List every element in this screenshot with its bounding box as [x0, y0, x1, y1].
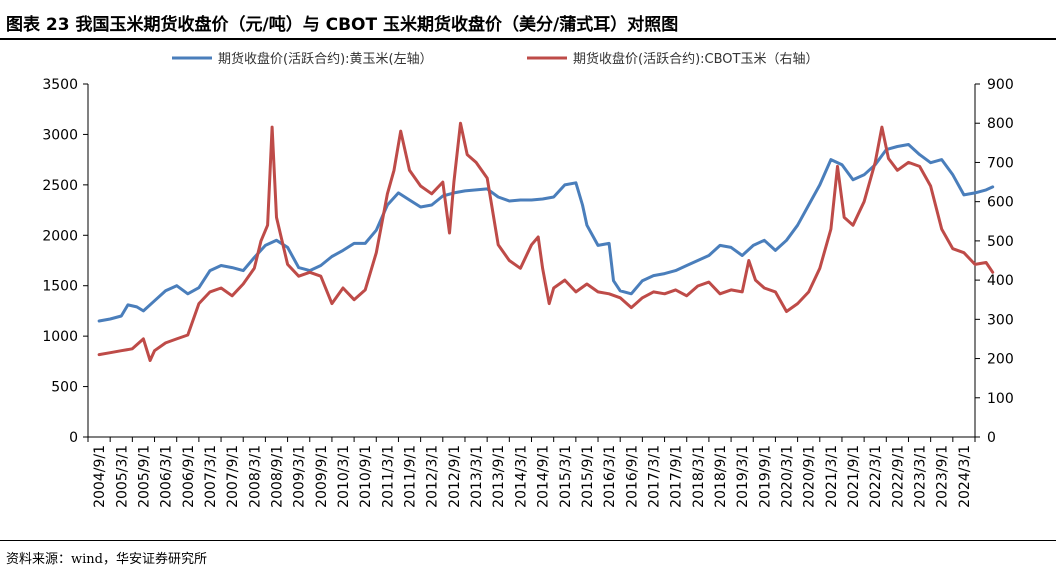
- right-tick-label: 200: [987, 352, 1014, 368]
- right-tick-label: 100: [987, 391, 1014, 407]
- legend-label-left: 期货收盘价(活跃合约):黄玉米(左轴）: [218, 51, 433, 67]
- x-tick-label: 2022/3/1: [868, 445, 884, 508]
- x-tick-label: 2006/9/1: [181, 445, 197, 508]
- x-tick-label: 2021/3/1: [824, 445, 840, 508]
- x-tick-label: 2019/9/1: [757, 445, 773, 508]
- x-tick-label: 2023/9/1: [935, 445, 951, 508]
- x-tick-label: 2005/3/1: [114, 445, 130, 508]
- x-tick-label: 2014/3/1: [513, 445, 529, 508]
- left-axis-ticks: 0 500 1000 1500 2000 2500 3000 3500: [42, 77, 88, 446]
- x-tick-label: 2013/9/1: [491, 445, 507, 508]
- x-tick-label: 2009/9/1: [314, 445, 330, 508]
- right-tick-label: 700: [987, 155, 1014, 171]
- left-tick-label: 3000: [42, 127, 78, 143]
- x-tick-label: 2015/3/1: [558, 445, 574, 508]
- x-tick-label: 2010/3/1: [336, 445, 352, 508]
- left-tick-label: 3500: [42, 77, 78, 93]
- x-tick-label: 2024/3/1: [957, 445, 973, 508]
- left-tick-label: 2000: [42, 228, 78, 244]
- right-tick-label: 300: [987, 312, 1014, 328]
- x-tick-label: 2009/3/1: [292, 445, 308, 508]
- x-tick-label: 2018/9/1: [713, 445, 729, 508]
- right-tick-label: 0: [987, 430, 996, 446]
- x-tick-label: 2014/9/1: [536, 445, 552, 508]
- price-comparison-chart: 期货收盘价(活跃合约):黄玉米(左轴） 期货收盘价(活跃合约):CBOT玉米（右…: [0, 40, 1056, 538]
- x-tick-label: 2020/3/1: [780, 445, 796, 508]
- right-axis-ticks: 0 100 200 300 400 500 600 700 800 900: [975, 77, 1014, 446]
- x-tick-label: 2011/3/1: [380, 445, 396, 508]
- series-lines: [99, 123, 993, 360]
- left-tick-label: 1000: [42, 329, 78, 345]
- x-tick-label: 2021/9/1: [846, 445, 862, 508]
- x-tick-label: 2016/3/1: [602, 445, 618, 508]
- x-tick-label: 2012/3/1: [425, 445, 441, 508]
- x-tick-label: 2012/9/1: [447, 445, 463, 508]
- x-tick-label: 2013/3/1: [469, 445, 485, 508]
- x-tick-label: 2008/3/1: [247, 445, 263, 508]
- left-tick-label: 2500: [42, 178, 78, 194]
- x-tick-label: 2006/3/1: [159, 445, 175, 508]
- left-tick-label: 500: [51, 380, 78, 396]
- x-tick-label: 2011/9/1: [403, 445, 419, 508]
- x-tick-label: 2010/9/1: [358, 445, 374, 508]
- right-tick-label: 900: [987, 77, 1014, 93]
- x-tick-label: 2023/3/1: [913, 445, 929, 508]
- x-tick-label: 2007/9/1: [225, 445, 241, 508]
- figure-title: 图表 23 我国玉米期货收盘价（元/吨）与 CBOT 玉米期货收盘价（美分/蒲式…: [6, 10, 678, 35]
- bottom-rule: [0, 540, 1056, 541]
- x-axis-ticks: 2004/9/1 2005/3/1 2005/9/1 2006/3/1 2006/9/1…: [88, 437, 975, 508]
- x-tick-label: 2007/3/1: [203, 445, 219, 508]
- right-tick-label: 800: [987, 116, 1014, 132]
- x-tick-label: 2008/9/1: [269, 445, 285, 508]
- x-tick-label: 2018/3/1: [691, 445, 707, 508]
- x-tick-label: 2022/9/1: [890, 445, 906, 508]
- x-tick-label: 2016/9/1: [624, 445, 640, 508]
- legend-label-right: 期货收盘价(活跃合约):CBOT玉米（右轴）: [573, 51, 818, 67]
- axes: [88, 84, 975, 437]
- right-tick-label: 500: [987, 234, 1014, 250]
- x-tick-label: 2019/3/1: [735, 445, 751, 508]
- x-tick-label: 2017/9/1: [669, 445, 685, 508]
- source-note: 资料来源：wind，华安证券研究所: [6, 548, 207, 567]
- x-tick-label: 2005/9/1: [136, 445, 152, 508]
- right-tick-label: 400: [987, 273, 1014, 289]
- x-tick-label: 2020/9/1: [802, 445, 818, 508]
- x-tick-label: 2017/3/1: [646, 445, 662, 508]
- right-tick-label: 600: [987, 195, 1014, 211]
- x-tick-label: 2015/9/1: [580, 445, 596, 508]
- x-tick-label: 2004/9/1: [92, 445, 108, 508]
- legend: 期货收盘价(活跃合约):黄玉米(左轴） 期货收盘价(活跃合约):CBOT玉米（右…: [172, 51, 818, 67]
- left-tick-label: 0: [69, 430, 78, 446]
- left-tick-label: 1500: [42, 279, 78, 295]
- series-line-cbot-corn: [99, 123, 993, 360]
